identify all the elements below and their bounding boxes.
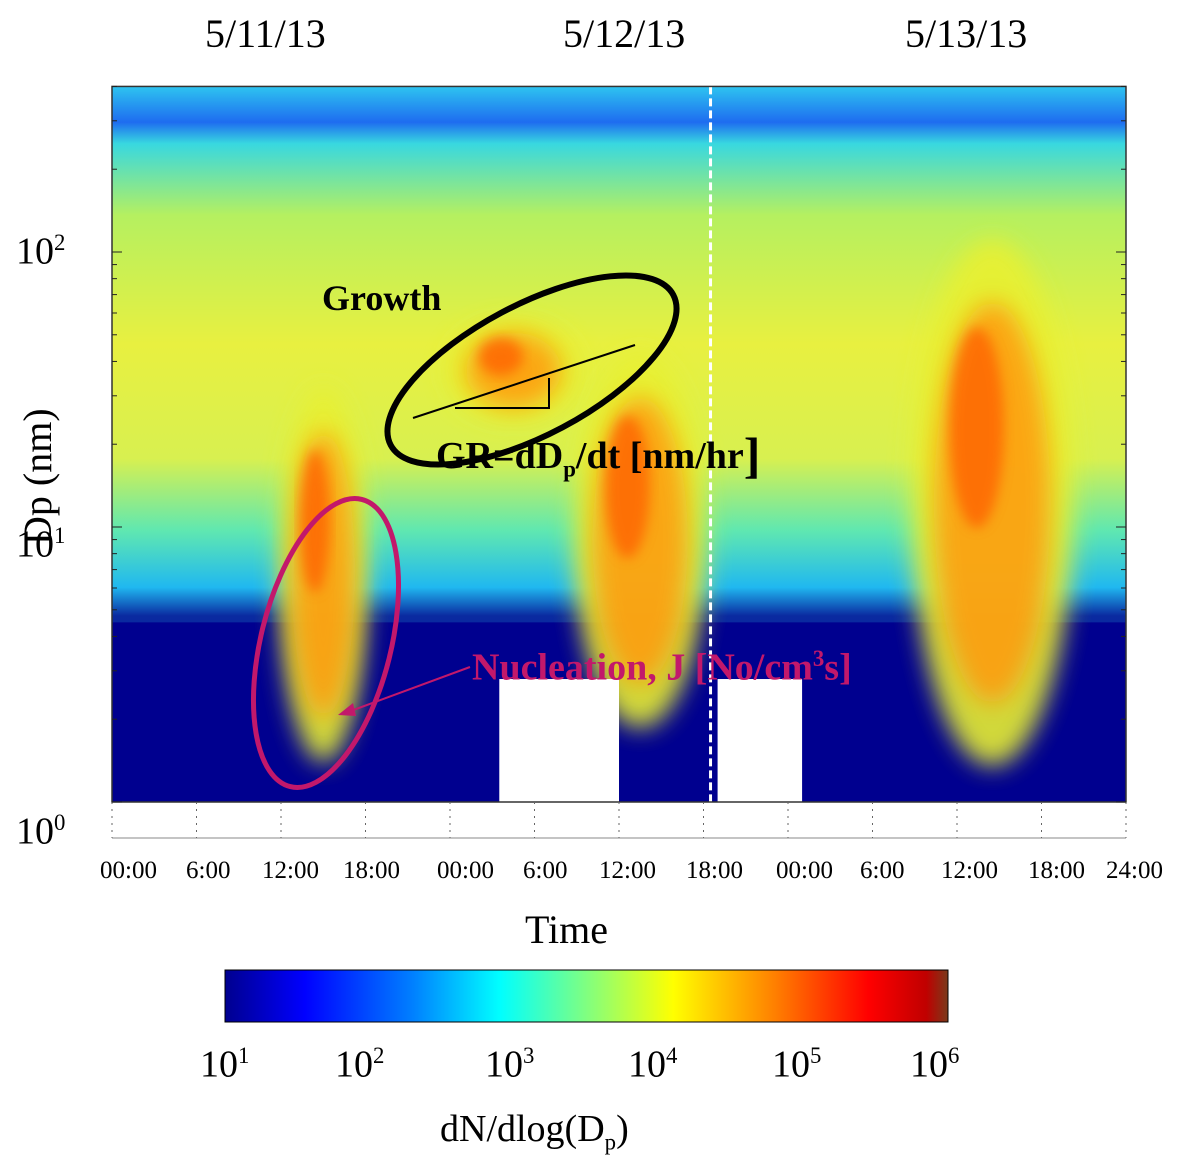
x-tick: 00:00 xyxy=(437,857,494,884)
colorbar-tick: 103 xyxy=(485,1043,535,1086)
colorbar-label: dN/dlog(Dp) xyxy=(440,1108,629,1155)
date-label-2: 5/12/13 xyxy=(563,11,686,56)
growth-slope-line xyxy=(412,344,636,419)
annotations xyxy=(250,272,680,790)
colorbar-tick: 101 xyxy=(200,1043,250,1086)
y-tick-1: 100 xyxy=(16,810,66,853)
nucleation-label: Nucleation, J [No/cm3s] xyxy=(472,646,852,689)
y-axis-label: Dp (nm) xyxy=(15,408,60,545)
x-tick: 00:00 xyxy=(776,857,833,884)
date-label-1: 5/11/13 xyxy=(205,11,326,56)
axes xyxy=(111,85,1127,839)
nucleation-arrow xyxy=(347,666,471,713)
x-tick: 6:00 xyxy=(186,857,231,884)
x-tick: 18:00 xyxy=(686,857,743,884)
colorbar-tick: 105 xyxy=(772,1043,822,1086)
x-tick: 18:00 xyxy=(343,857,400,884)
growth-rate-formula: GR=dDp/dt [nm/hr] xyxy=(436,427,761,483)
colorbar-tick: 102 xyxy=(335,1043,385,1086)
x-tick: 18:00 xyxy=(1028,857,1085,884)
y-tick-10: 101 xyxy=(16,523,66,566)
growth-slope-triangle xyxy=(455,378,550,409)
colorbar-tick: 104 xyxy=(628,1043,678,1086)
nucleation-arrowhead xyxy=(338,703,356,716)
y-tick-100: 102 xyxy=(16,230,66,273)
missing-data-block xyxy=(717,679,788,802)
colorbar-tick: 106 xyxy=(910,1043,960,1086)
event-peak xyxy=(949,327,1004,528)
event-peak xyxy=(478,337,523,376)
x-tick: 6:00 xyxy=(860,857,905,884)
missing-data-block xyxy=(499,679,619,802)
heatmap-area xyxy=(112,86,1126,802)
x-tick: 00:00 xyxy=(100,857,157,884)
colorbar xyxy=(224,969,949,1023)
growth-label: Growth xyxy=(322,278,442,318)
growth-ellipse xyxy=(384,272,680,468)
x-tick: 12:00 xyxy=(262,857,319,884)
date-label-3: 5/13/13 xyxy=(905,11,1028,56)
x-tick: 12:00 xyxy=(941,857,998,884)
x-tick: 24:00 xyxy=(1106,857,1163,884)
x-tick: 6:00 xyxy=(523,857,568,884)
nucleation-ellipse xyxy=(250,496,402,790)
event-peak xyxy=(605,415,650,559)
missing-data-block xyxy=(788,679,803,802)
x-tick: 12:00 xyxy=(599,857,656,884)
x-axis-label: Time xyxy=(525,907,609,952)
